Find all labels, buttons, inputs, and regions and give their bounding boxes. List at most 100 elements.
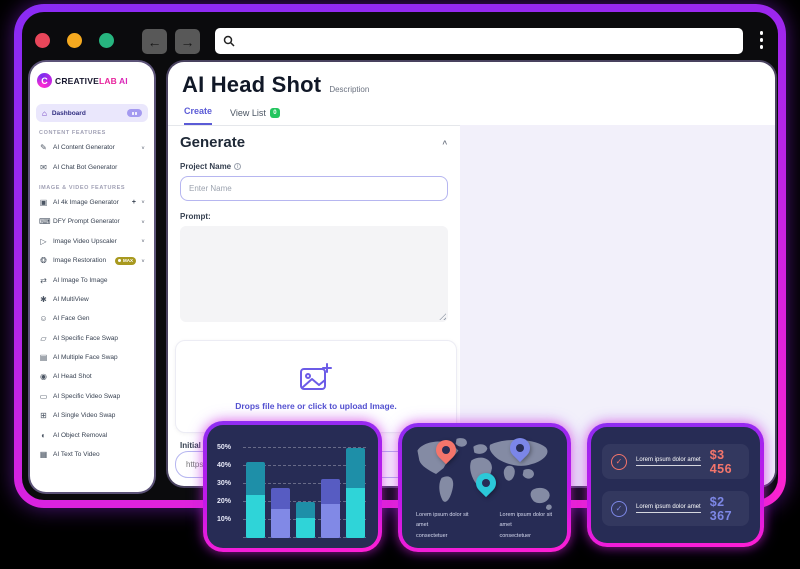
info-icon: [234, 163, 242, 170]
browser-menu-kebab-icon[interactable]: [759, 31, 763, 49]
sidebar-item-ai-object-removal[interactable]: ◐ AI Object Removal: [30, 425, 154, 444]
tab-view-list[interactable]: View List 0: [230, 108, 280, 125]
chevron-down-icon[interactable]: ∨: [140, 200, 145, 205]
back-arrow-icon[interactable]: ←: [142, 29, 167, 54]
forward-arrow-icon[interactable]: →: [175, 29, 200, 54]
chart-bar: [321, 478, 340, 538]
ai-specific-face-swap-icon: ▱: [40, 333, 47, 343]
chevron-down-icon[interactable]: ∨: [140, 219, 145, 225]
traffic-lights: [35, 33, 114, 48]
tab-bar: Create View List 0: [168, 98, 775, 126]
gridline: 50%: [217, 444, 366, 451]
world-map: [410, 433, 559, 515]
y-axis-tick-label: 40%: [217, 462, 232, 469]
browser-window-frame: ← → C CREATIVELAB AI ⌂ Dashboard CONTENT…: [14, 4, 786, 508]
maximize-window-icon[interactable]: [99, 33, 114, 48]
sidebar-item-ai-single-video-swap[interactable]: ⊞ AI Single Video Swap: [40, 411, 116, 421]
sidebar-item-ai-multiple-face-swap[interactable]: ▤ AI Multiple Face Swap: [39, 353, 118, 363]
view-list-count-badge: 0: [269, 108, 280, 118]
generate-form: Generate ∧ Project Name Prompt:: [168, 125, 460, 486]
image-video-upscaler-icon: ▷: [40, 236, 47, 246]
sidebar-item-dfy-prompt-generator[interactable]: ⌨ DFY Prompt Generator ∨: [39, 217, 145, 227]
ai-image-to-image-icon: ⇄: [40, 275, 47, 285]
bar-chart-card: 50% 40% 30% 20% 10%: [203, 421, 382, 552]
ai-specific-video-swap-icon: ▭: [39, 391, 48, 401]
creative-lab-logo-icon: C: [37, 73, 52, 88]
address-bar[interactable]: [215, 28, 743, 54]
gridline: 20%: [217, 498, 366, 505]
max-badge: MAX: [115, 256, 136, 265]
plus-icon[interactable]: +: [131, 198, 136, 206]
close-window-icon[interactable]: [35, 33, 50, 48]
ai-single-video-swap-icon: ⊞: [40, 411, 47, 421]
sidebar-item-ai-image-to-image[interactable]: ⇄ AI Image To Image: [40, 275, 108, 285]
sidebar-item-ai-specific-face-swap[interactable]: ▱ AI Specific Face Swap: [40, 333, 119, 343]
nav-buttons: ← →: [142, 29, 200, 54]
generate-heading: Generate: [180, 134, 246, 151]
home-icon: ⌂: [42, 108, 47, 118]
search-input[interactable]: [241, 35, 735, 47]
sidebar: C CREATIVELAB AI ⌂ Dashboard CONTENT FEA…: [30, 62, 154, 492]
sidebar-item-ai-chat-bot-generator[interactable]: ✉ AI Chat Bot Generator: [40, 162, 118, 172]
upload-hint-text: Drops file here or click to upload Image…: [235, 401, 397, 411]
price-row-label: Lorem ipsum dolor amet: [636, 457, 701, 467]
chevron-down-icon[interactable]: ∨: [140, 145, 145, 151]
sidebar-item-ai-head-shot[interactable]: ◉ AI Head Shot: [40, 372, 92, 382]
sidebar-item-image-video-upscaler[interactable]: ▷ Image Video Upscaler ∨: [40, 236, 145, 246]
price-list-row[interactable]: ✓ Lorem ipsum dolor amet $3 456: [602, 444, 749, 479]
image-restoration-icon: ❂: [40, 256, 47, 266]
y-axis-tick-label: 10%: [217, 516, 232, 523]
sidebar-item-ai-specific-video-swap[interactable]: ▭ AI Specific Video Swap: [39, 391, 121, 401]
ai-multiple-face-swap-icon: ▤: [39, 353, 48, 363]
chart-bar: [296, 502, 315, 538]
sidebar-item-ai-face-gen[interactable]: ☺ AI Face Gen: [39, 314, 90, 324]
sidebar-item-ai-4k-image-generator[interactable]: ▣ AI 4k Image Generator + ∨: [39, 197, 145, 207]
price-value: $3 456: [709, 447, 733, 476]
chart-bar: [271, 487, 290, 538]
initial-image-label: Initial Im: [180, 441, 213, 450]
price-row-label: Lorem ipsum dolor amet: [636, 504, 701, 514]
prompt-label: Prompt:: [180, 212, 211, 221]
sidebar-item-image-restoration[interactable]: ❂ Image Restoration MAX ∨: [40, 256, 145, 266]
chevron-down-icon[interactable]: ∨: [140, 238, 145, 244]
dashboard-badge: [127, 109, 142, 117]
page-title: AI Head Shot: [182, 72, 322, 97]
app-logo[interactable]: C CREATIVELAB AI: [30, 62, 154, 96]
minimize-window-icon[interactable]: [67, 33, 82, 48]
ai-text-to-video-icon: ▦: [39, 450, 48, 460]
ai-head-shot-icon: ◉: [40, 372, 47, 382]
upload-dropzone[interactable]: Drops file here or click to upload Image…: [175, 340, 457, 433]
gridline: 30%: [217, 480, 366, 487]
sidebar-item-ai-text-to-video[interactable]: ▦ AI Text To Video: [39, 450, 100, 460]
project-name-field-wrap: [180, 176, 448, 201]
tab-create[interactable]: Create: [184, 106, 213, 125]
prompt-textarea[interactable]: [180, 226, 448, 322]
map-captions: Lorem ipsum dolor sit amet consectetuer Lo…: [416, 510, 561, 541]
upload-image-icon: [300, 363, 332, 390]
price-list-row[interactable]: ✓ Lorem ipsum dolor amet $2 367: [602, 491, 749, 526]
sidebar-section-label: CONTENT FEATURES: [39, 130, 106, 136]
sidebar-item-ai-multiview[interactable]: ✱ AI MultiView: [40, 294, 89, 304]
ai-content-generator-icon: ✎: [40, 143, 47, 153]
project-name-input[interactable]: [189, 184, 439, 193]
check-circle-icon: ✓: [611, 500, 627, 517]
browser-chrome: ← → C CREATIVELAB AI ⌂ Dashboard CONTENT…: [22, 12, 778, 500]
collapse-chevron-up-icon[interactable]: ∧: [441, 138, 448, 146]
ai-object-removal-icon: ◐: [41, 430, 46, 440]
y-axis-tick-label: 20%: [217, 498, 232, 505]
dfy-prompt-generator-icon: ⌨: [39, 217, 51, 227]
sidebar-item-dashboard[interactable]: ⌂ Dashboard: [36, 104, 148, 122]
ai-chat-bot-generator-icon: ✉: [40, 162, 47, 172]
page-description: Description: [329, 85, 370, 94]
gridline: 40%: [217, 462, 366, 469]
sidebar-item-ai-content-generator[interactable]: ✎ AI Content Generator ∨: [40, 143, 145, 153]
search-icon: [223, 35, 235, 47]
ai-multiview-icon: ✱: [40, 294, 47, 304]
check-circle-icon: ✓: [611, 453, 627, 470]
chevron-down-icon[interactable]: ∨: [140, 258, 145, 264]
ai-4k-image-generator-icon: ▣: [39, 197, 48, 207]
app-logo-text: CREATIVELAB AI: [55, 75, 128, 86]
y-axis-tick-label: 30%: [217, 480, 232, 487]
project-name-label: Project Name: [180, 162, 448, 171]
sidebar-section-label: IMAGE & VIDEO FEATURES: [39, 184, 126, 191]
